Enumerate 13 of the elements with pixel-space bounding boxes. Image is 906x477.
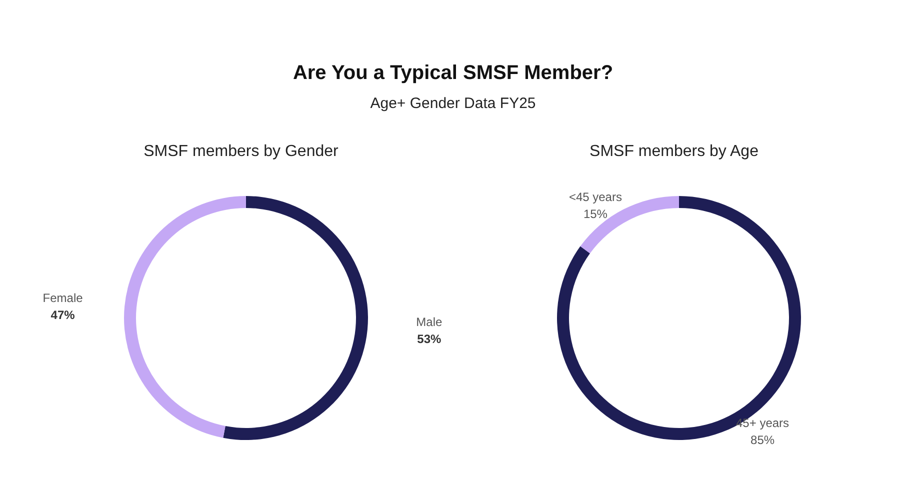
- slice-label: Female: [42, 291, 84, 306]
- text: Are You a Typical SMSF Member?: [292, 61, 614, 86]
- text: Age+ Gender Data FY25: [369, 95, 537, 112]
- data-label: 85%: [750, 433, 775, 448]
- chart-title: SMSF members by Age: [588, 143, 760, 162]
- donut-slice: [124, 196, 246, 438]
- slice-label: Male: [416, 314, 443, 329]
- donut-slice: [223, 196, 368, 440]
- data-label: 53%: [417, 332, 442, 346]
- chart-title: SMSF members by Gender: [142, 143, 340, 162]
- data-label: 47%: [50, 308, 76, 322]
- data-label: 15%: [583, 206, 608, 221]
- slice-label: <45 years: [568, 190, 622, 204]
